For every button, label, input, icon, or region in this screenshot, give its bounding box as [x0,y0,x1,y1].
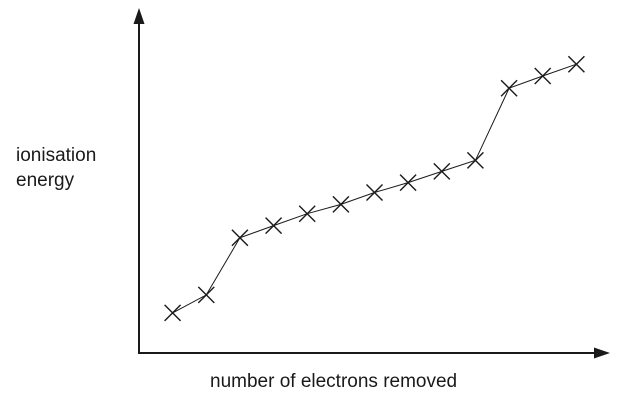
data-markers [164,55,585,322]
y-axis-arrowhead [133,8,145,24]
series-line [172,63,577,314]
data-point-5 [298,205,316,223]
y-axis [133,8,145,353]
data-point-13 [567,55,585,73]
data-point-1 [164,304,182,322]
y-axis-label: ionisation energy [16,143,96,193]
data-point-10 [466,151,484,169]
data-point-3 [231,229,249,247]
data-point-7 [366,184,383,201]
y-axis-label-line-2: energy [16,170,75,191]
x-axis [138,347,610,359]
data-point-12 [534,67,552,85]
data-point-2 [197,286,215,304]
data-point-8 [399,174,417,192]
y-axis-label-line-1: ionisation [16,145,97,166]
data-point-6 [332,195,350,213]
x-axis-arrowhead [594,347,610,359]
x-axis-label: number of electrons removed [210,371,458,392]
data-point-9 [433,162,451,180]
data-point-11 [500,79,518,97]
data-point-4 [265,217,283,235]
